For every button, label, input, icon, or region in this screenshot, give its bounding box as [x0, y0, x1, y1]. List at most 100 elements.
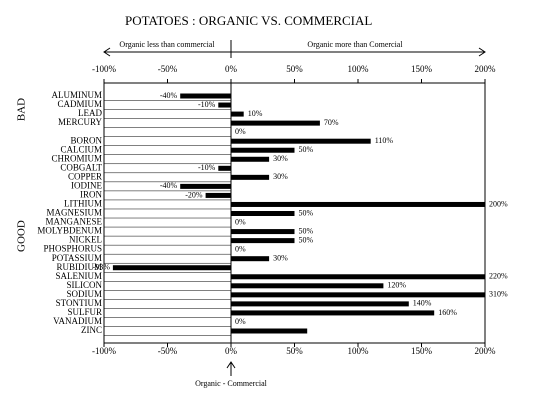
value-label: 50%	[299, 226, 314, 235]
value-label: 0%	[235, 317, 246, 326]
y-tick-label: SULFUR	[67, 307, 102, 317]
y-tick-label: SODIUM	[66, 289, 102, 299]
y-tick-label: CALCIUM	[60, 144, 102, 154]
value-label: 10%	[248, 109, 263, 118]
bar	[231, 201, 485, 207]
value-label: 50%	[299, 208, 314, 217]
x-tick-label: 200%	[475, 346, 497, 356]
y-tick-label: STONTIUM	[56, 298, 102, 308]
value-label: 30%	[273, 254, 288, 263]
y-tick-label: SILICON	[67, 280, 103, 290]
x-tick-label: 100%	[348, 346, 370, 356]
bar	[231, 274, 485, 280]
bottom-arrow-label: Organic - Commercial	[195, 379, 268, 388]
bar	[231, 328, 308, 334]
bar	[180, 93, 231, 99]
y-tick-label: MANGANESE	[45, 217, 102, 227]
bar	[231, 211, 295, 216]
y-tick-label: BORON	[70, 135, 102, 145]
x-tick-label: 50%	[286, 346, 303, 356]
x-tick-label: 150%	[411, 64, 433, 74]
bar	[231, 292, 485, 298]
value-label: 160%	[438, 308, 457, 317]
y-tick-label: MOLYBDENUM	[37, 226, 102, 236]
bar	[231, 120, 320, 126]
y-tick-label: MERCURY	[58, 117, 103, 127]
value-label: 0%	[235, 127, 246, 136]
bar	[231, 229, 295, 235]
value-label: 200%	[489, 199, 508, 208]
y-tick-label: SALENIUM	[56, 271, 103, 281]
x-tick-label: -50%	[158, 64, 178, 74]
arrow-head	[478, 47, 486, 57]
x-tick-label: -100%	[92, 64, 116, 74]
value-label: 140%	[413, 299, 432, 308]
value-label: 310%	[489, 290, 508, 299]
right-arrow-label: Organic more than Comercial	[307, 40, 403, 49]
value-label: 0%	[235, 217, 246, 226]
x-tick-label: 0%	[225, 346, 238, 356]
value-label: 70%	[324, 118, 339, 127]
value-label: 120%	[387, 281, 406, 290]
y-tick-label: CHROMIUM	[51, 153, 102, 163]
value-label: 0%	[235, 244, 246, 253]
x-tick-label: -100%	[92, 346, 116, 356]
y-tick-label: NICKEL	[69, 235, 102, 245]
value-label: -10%	[198, 163, 216, 172]
arrow-head	[103, 47, 111, 57]
y-tick-label: IRON	[80, 189, 102, 199]
left-arrow-label: Organic less than commercial	[119, 40, 215, 49]
chart-title: POTATOES : ORGANIC VS. COMMERCIAL	[125, 13, 372, 28]
value-label: -40%	[160, 91, 178, 100]
bar	[180, 183, 231, 189]
y-tick-label: COPPER	[68, 171, 102, 181]
bar	[231, 283, 384, 289]
y-tick-label: ALUMINUM	[52, 90, 103, 100]
value-label: -40%	[160, 181, 178, 190]
value-label: -20%	[185, 190, 203, 199]
bar	[231, 256, 270, 262]
bar	[205, 192, 231, 198]
y-tick-label: CADMIUM	[57, 99, 102, 109]
group-label: BAD	[16, 98, 28, 121]
bar	[231, 156, 270, 162]
x-tick-label: -50%	[158, 346, 178, 356]
y-tick-label: LEAD	[78, 108, 102, 118]
bar	[231, 111, 244, 117]
bar	[218, 102, 231, 108]
bar	[231, 174, 270, 180]
x-tick-label: 200%	[475, 64, 497, 74]
value-label: -93%	[93, 263, 111, 272]
y-tick-label: PHOSPHORUS	[43, 244, 102, 254]
arrow-head	[226, 361, 236, 369]
value-label: 50%	[299, 145, 314, 154]
bar	[231, 147, 295, 153]
x-tick-label: 100%	[348, 64, 370, 74]
y-tick-label: POTASSIUM	[52, 253, 102, 263]
bar	[112, 265, 231, 271]
value-label: -10%	[198, 100, 216, 109]
x-tick-label: 150%	[411, 346, 433, 356]
group-label: GOOD	[16, 220, 28, 252]
bar	[231, 310, 435, 316]
value-label: 30%	[273, 154, 288, 163]
bar	[218, 165, 231, 171]
bar	[231, 138, 371, 144]
value-label: 220%	[489, 272, 508, 281]
bar	[231, 238, 295, 244]
y-tick-label: COBGALT	[60, 162, 102, 172]
value-label: 30%	[273, 172, 288, 181]
value-label: 50%	[299, 235, 314, 244]
x-tick-label: 0%	[225, 64, 238, 74]
y-tick-label: IODINE	[71, 180, 102, 190]
bars	[112, 93, 485, 334]
y-tick-label: LITHIUM	[64, 199, 102, 209]
y-tick-label: MAGNESIUM	[46, 208, 102, 218]
y-tick-label: VANADIUM	[53, 316, 102, 326]
x-tick-label: 50%	[286, 64, 303, 74]
y-tick-label: ZINC	[81, 325, 102, 335]
value-label: 110%	[375, 136, 394, 145]
y-tick-label: RUBIDIUM	[56, 262, 102, 272]
bar	[231, 301, 409, 307]
